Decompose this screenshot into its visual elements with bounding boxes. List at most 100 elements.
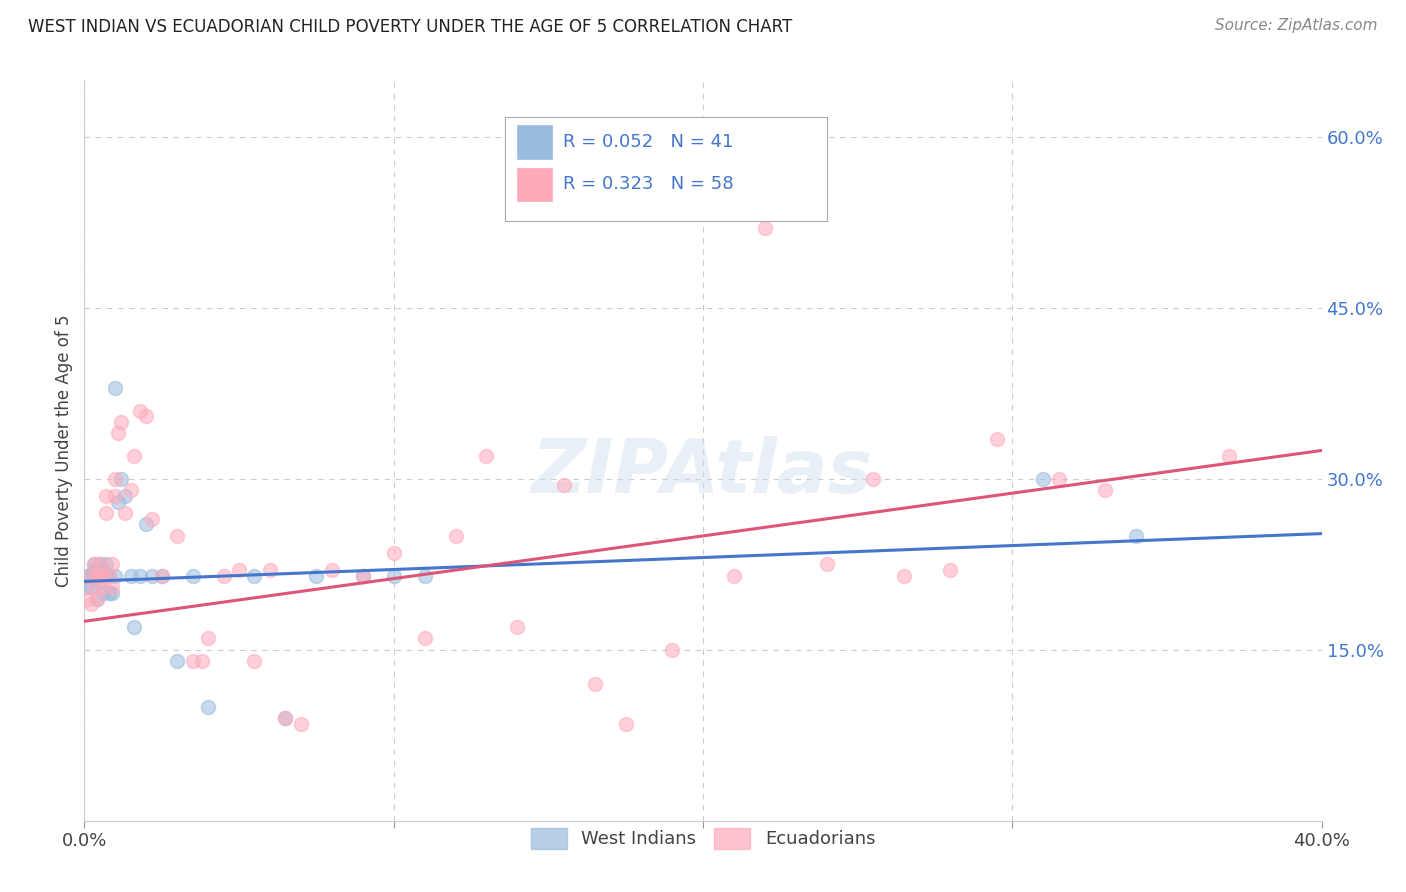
Point [91, 563, 114, 577]
Point [120, 483, 142, 498]
Point [129, 568, 152, 582]
Point [986, 432, 1008, 446]
Point [754, 221, 776, 235]
Point [89, 558, 111, 572]
Point [243, 654, 266, 668]
Point [122, 449, 145, 463]
Point [89, 558, 111, 572]
Point [107, 426, 129, 441]
Text: R = 0.052   N = 41: R = 0.052 N = 41 [564, 133, 734, 151]
Point [79, 568, 101, 582]
Point [89, 574, 111, 589]
Point [382, 546, 405, 560]
Point [91, 586, 114, 600]
Text: WEST INDIAN VS ECUADORIAN CHILD POVERTY UNDER THE AGE OF 5 CORRELATION CHART: WEST INDIAN VS ECUADORIAN CHILD POVERTY … [28, 18, 793, 36]
Point [583, 677, 606, 691]
Point [352, 568, 374, 582]
Point [197, 632, 219, 646]
Point [723, 568, 745, 582]
Point [98, 586, 121, 600]
Point [122, 620, 145, 634]
Point [79, 597, 101, 611]
Point [83, 563, 105, 577]
Point [150, 568, 173, 582]
Point [114, 506, 136, 520]
Point [1032, 472, 1054, 486]
Point [1047, 472, 1070, 486]
Point [76, 568, 98, 582]
Point [661, 642, 683, 657]
Point [101, 586, 124, 600]
Point [83, 558, 105, 572]
Point [89, 568, 111, 582]
Text: ZIPAtlas: ZIPAtlas [533, 436, 873, 509]
Point [259, 563, 281, 577]
Point [83, 580, 105, 594]
Point [94, 506, 117, 520]
Point [86, 563, 108, 577]
Point [98, 568, 121, 582]
Point [94, 568, 117, 582]
Point [444, 529, 467, 543]
Point [83, 568, 105, 582]
FancyBboxPatch shape [505, 118, 827, 221]
Point [150, 568, 173, 582]
Point [815, 558, 838, 572]
FancyBboxPatch shape [517, 126, 553, 159]
Point [506, 620, 529, 634]
Point [135, 517, 157, 532]
Point [553, 477, 575, 491]
Point [290, 716, 312, 731]
Point [104, 568, 127, 582]
Point [212, 568, 235, 582]
Point [86, 591, 108, 606]
Point [76, 580, 98, 594]
Point [104, 381, 127, 395]
Point [305, 568, 328, 582]
Point [243, 568, 266, 582]
Point [107, 494, 129, 508]
Point [135, 409, 157, 424]
Point [129, 403, 152, 417]
Point [101, 558, 124, 572]
Point [475, 449, 498, 463]
Point [104, 472, 127, 486]
Point [94, 489, 117, 503]
Point [89, 568, 111, 582]
Point [94, 558, 117, 572]
Point [274, 711, 297, 725]
Point [104, 489, 127, 503]
Legend: West Indians, Ecuadorians: West Indians, Ecuadorians [523, 821, 883, 856]
Point [76, 591, 98, 606]
Point [413, 632, 436, 646]
Point [79, 580, 101, 594]
Text: R = 0.323   N = 58: R = 0.323 N = 58 [564, 175, 734, 193]
Point [1218, 449, 1240, 463]
Point [228, 563, 250, 577]
Point [166, 529, 188, 543]
FancyBboxPatch shape [517, 168, 553, 201]
Point [86, 568, 108, 582]
Point [166, 654, 188, 668]
Point [413, 568, 436, 582]
Point [614, 716, 637, 731]
Point [382, 568, 405, 582]
Point [91, 580, 114, 594]
Point [110, 472, 132, 486]
Point [893, 568, 915, 582]
Point [98, 568, 121, 582]
Point [181, 654, 204, 668]
Point [79, 568, 101, 582]
Point [141, 512, 163, 526]
Point [1125, 529, 1147, 543]
Text: Source: ZipAtlas.com: Source: ZipAtlas.com [1215, 18, 1378, 33]
Y-axis label: Child Poverty Under the Age of 5: Child Poverty Under the Age of 5 [55, 314, 73, 587]
Point [274, 711, 297, 725]
Point [120, 568, 142, 582]
Point [191, 654, 214, 668]
Point [321, 563, 343, 577]
Point [110, 415, 132, 429]
Point [939, 563, 962, 577]
Point [1094, 483, 1116, 498]
Point [114, 489, 136, 503]
